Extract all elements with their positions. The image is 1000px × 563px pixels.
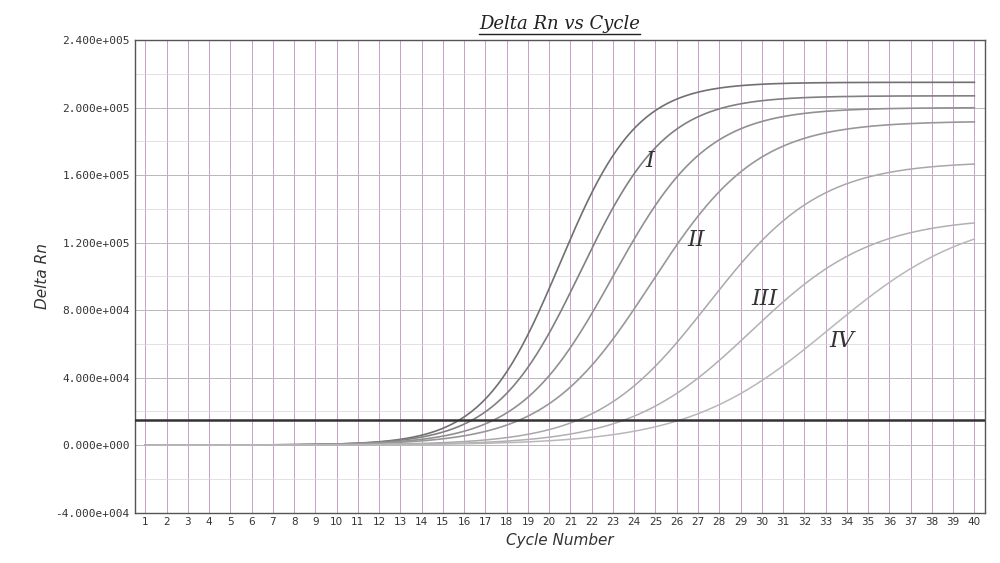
Title: Delta Rn vs Cycle: Delta Rn vs Cycle <box>479 15 640 33</box>
Y-axis label: Delta Rn: Delta Rn <box>35 243 50 309</box>
X-axis label: Cycle Number: Cycle Number <box>506 533 614 548</box>
Text: II: II <box>687 229 705 251</box>
Text: I: I <box>645 150 654 172</box>
Text: IV: IV <box>830 330 855 352</box>
Text: III: III <box>751 288 777 310</box>
